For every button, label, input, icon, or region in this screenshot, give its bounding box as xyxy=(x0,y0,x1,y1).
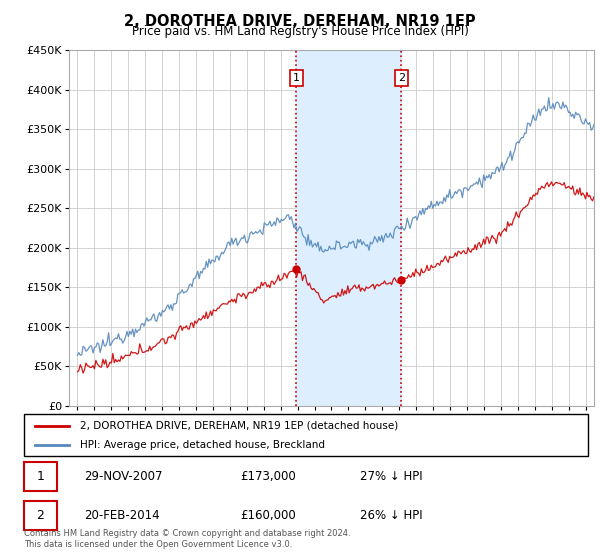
Text: £160,000: £160,000 xyxy=(240,509,296,522)
Text: 2, DOROTHEA DRIVE, DEREHAM, NR19 1EP: 2, DOROTHEA DRIVE, DEREHAM, NR19 1EP xyxy=(124,14,476,29)
FancyBboxPatch shape xyxy=(24,414,588,456)
Text: Price paid vs. HM Land Registry's House Price Index (HPI): Price paid vs. HM Land Registry's House … xyxy=(131,25,469,38)
Text: 2, DOROTHEA DRIVE, DEREHAM, NR19 1EP (detached house): 2, DOROTHEA DRIVE, DEREHAM, NR19 1EP (de… xyxy=(80,421,398,431)
Bar xyxy=(296,50,401,406)
Text: HPI: Average price, detached house, Breckland: HPI: Average price, detached house, Brec… xyxy=(80,440,325,450)
Text: 26% ↓ HPI: 26% ↓ HPI xyxy=(360,509,422,522)
Text: £173,000: £173,000 xyxy=(240,470,296,483)
Text: 1: 1 xyxy=(37,470,44,483)
Text: 2: 2 xyxy=(37,509,44,522)
Text: 1: 1 xyxy=(293,73,300,83)
Text: 2: 2 xyxy=(398,73,405,83)
Text: 27% ↓ HPI: 27% ↓ HPI xyxy=(360,470,422,483)
Text: 29-NOV-2007: 29-NOV-2007 xyxy=(84,470,163,483)
Text: Contains HM Land Registry data © Crown copyright and database right 2024.
This d: Contains HM Land Registry data © Crown c… xyxy=(24,529,350,549)
Text: 20-FEB-2014: 20-FEB-2014 xyxy=(84,509,160,522)
